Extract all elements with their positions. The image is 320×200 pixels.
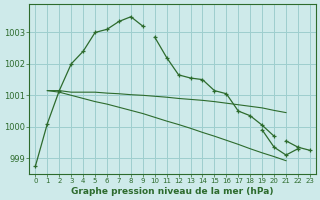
X-axis label: Graphe pression niveau de la mer (hPa): Graphe pression niveau de la mer (hPa) <box>71 187 274 196</box>
